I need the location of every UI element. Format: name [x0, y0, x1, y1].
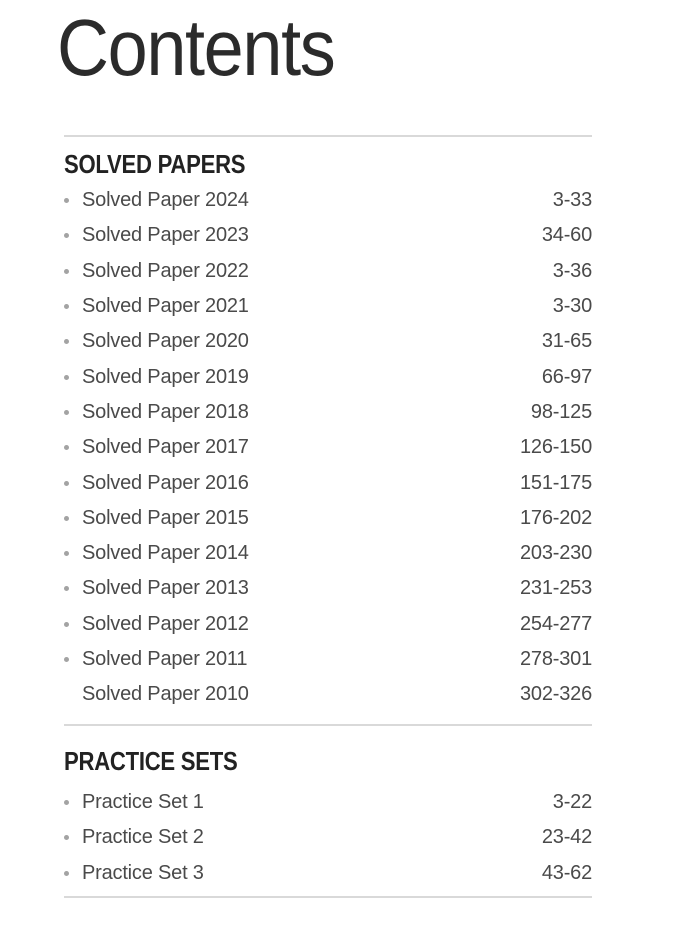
toc-row: Solved Paper 2024 3-33	[64, 183, 592, 218]
toc-entry-label: Solved Paper 2019	[82, 365, 249, 388]
toc-row: Practice Set 1 3-22	[64, 785, 592, 820]
bullet-icon	[64, 515, 69, 521]
toc-entry-label: Solved Paper 2013	[82, 577, 249, 600]
toc-row: Solved Paper 2018 98-125	[64, 395, 592, 430]
toc-entry-label: Solved Paper 2017	[82, 436, 249, 459]
toc-row: Solved Paper 2017 126-150	[64, 430, 592, 465]
section-divider	[64, 135, 592, 137]
toc-entry-label: Solved Paper 2012	[82, 612, 249, 635]
bullet-icon	[64, 339, 69, 345]
toc-entry-pages: 278-301	[520, 648, 592, 670]
toc-entry-label: Solved Paper 2010	[82, 683, 249, 706]
toc-entry-pages: 23-42	[541, 826, 592, 849]
toc-entry-label: Solved Paper 2018	[82, 400, 249, 423]
toc-row: Practice Set 2 23-42	[64, 820, 592, 855]
toc-row: Solved Paper 2022 3-36	[64, 254, 592, 289]
section-heading: PRACTICE SETS	[64, 746, 238, 776]
bullet-icon	[64, 621, 69, 627]
toc-entry-pages: 151-175	[520, 471, 592, 494]
toc-entry-label: Solved Paper 2011	[82, 648, 248, 670]
toc-entry-pages: 126-150	[520, 436, 592, 459]
toc-rows: Practice Set 1 3-22 Practice Set 2 23-42…	[64, 785, 592, 891]
toc-entry-pages: 302-326	[520, 683, 592, 706]
toc-entry-pages: 43-62	[541, 861, 592, 884]
toc-row: Solved Paper 2020 31-65	[64, 324, 592, 359]
bullet-icon	[64, 870, 69, 876]
bullet-icon	[64, 657, 69, 662]
toc-entry-pages: 203-230	[520, 542, 592, 565]
bullet-icon	[64, 374, 69, 380]
section-divider	[64, 724, 592, 726]
toc-entry-pages: 3-30	[552, 295, 592, 318]
toc-entry-pages: 66-97	[541, 365, 592, 388]
toc-entry-label: Solved Paper 2023	[82, 224, 249, 247]
toc-row: Solved Paper 2021 3-30	[64, 289, 592, 324]
bullet-icon	[64, 551, 69, 557]
toc-row: Solved Paper 2023 34-60	[64, 218, 592, 253]
toc-entry-pages: 34-60	[541, 224, 592, 247]
page-bottom-divider	[64, 896, 592, 898]
toc-entry-label: Practice Set 3	[82, 861, 204, 884]
bullet-icon	[64, 268, 69, 274]
toc-entry-label: Solved Paper 2024	[82, 189, 249, 212]
toc-entry-label: Practice Set 2	[82, 826, 204, 849]
toc-row: Solved Paper 2019 66-97	[64, 359, 592, 394]
bullet-icon	[64, 304, 69, 310]
toc-entry-label: Solved Paper 2022	[82, 259, 249, 282]
toc-row: Solved Paper 2012 254-277	[64, 607, 592, 642]
toc-row: Solved Paper 2015 176-202	[64, 501, 592, 536]
bullet-icon	[64, 198, 69, 204]
bullet-icon	[64, 835, 69, 841]
bullet-icon	[64, 233, 69, 239]
page-title: Contents	[57, 3, 336, 92]
toc-row: Solved Paper 2013 231-253	[64, 571, 592, 606]
bullet-icon	[64, 800, 69, 806]
toc-entry-label: Practice Set 1	[82, 791, 204, 814]
bullet-icon	[64, 586, 69, 592]
toc-row: Practice Set 3 43-62	[64, 856, 592, 891]
toc-entry-pages: 31-65	[541, 330, 592, 353]
toc-entry-pages: 254-277	[520, 612, 592, 635]
toc-entry-pages: 3-22	[552, 791, 592, 814]
bullet-icon	[64, 480, 69, 486]
toc-entry-label: Solved Paper 2015	[82, 506, 249, 529]
toc-row: Solved Paper 2010 302-326	[64, 677, 592, 712]
toc-row: Solved Paper 2014 203-230	[64, 536, 592, 571]
section-heading: SOLVED PAPERS	[64, 149, 246, 179]
toc-entry-pages: 3-36	[552, 259, 592, 282]
toc-entry-pages: 176-202	[520, 506, 592, 529]
bullet-icon	[64, 445, 69, 451]
toc-entry-label: Solved Paper 2016	[82, 471, 249, 494]
toc-entry-label: Solved Paper 2014	[82, 542, 249, 565]
toc-row: Solved Paper 2016 151-175	[64, 465, 592, 500]
toc-row: Solved Paper 2011 278-301	[64, 642, 592, 677]
bullet-icon	[64, 409, 69, 415]
toc-entry-pages: 98-125	[530, 400, 592, 423]
toc-entry-pages: 231-253	[520, 577, 592, 600]
toc-entry-label: Solved Paper 2020	[82, 330, 249, 353]
toc-rows: Solved Paper 2024 3-33 Solved Paper 2023…	[64, 183, 592, 712]
toc-entry-label: Solved Paper 2021	[82, 295, 249, 318]
toc-entry-pages: 3-33	[552, 189, 592, 212]
